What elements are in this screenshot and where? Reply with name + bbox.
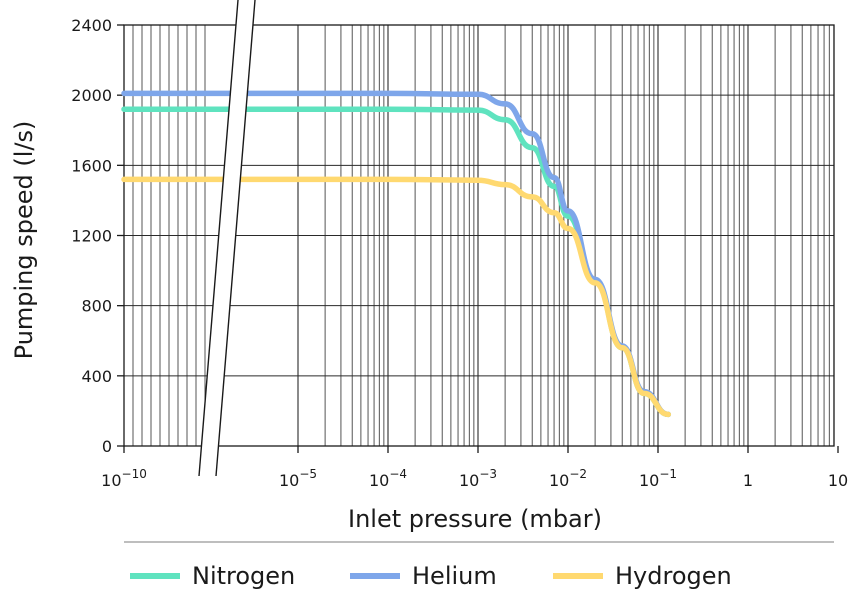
x-tick-label: 10−2: [549, 467, 587, 490]
legend-item-helium: Helium: [350, 562, 497, 590]
x-tick-exponent: −1: [659, 467, 677, 481]
x-tick-label: 10: [828, 471, 848, 490]
x-tick-exponent: −10: [122, 467, 147, 481]
y-tick-label: 400: [81, 367, 112, 386]
x-tick-label: 10−10: [101, 467, 147, 490]
legend-item-nitrogen: Nitrogen: [130, 562, 295, 590]
x-tick-exponent: −4: [389, 467, 407, 481]
x-tick-label: 10−5: [279, 467, 317, 490]
legend: Nitrogen Helium Hydrogen: [130, 562, 732, 590]
legend-label: Helium: [412, 562, 497, 590]
y-tick-labels: 0 400 800 1200 1600 2000 2400: [71, 16, 112, 456]
legend-label: Nitrogen: [192, 562, 295, 590]
y-tick-label: 1200: [71, 227, 112, 246]
x-tick-labels: 10−10 10−5 10−4 10−3 10−2 10−1 1 10: [101, 467, 848, 490]
series-line-helium: [121, 90, 672, 418]
x-tick-exponent: −3: [479, 467, 497, 481]
series-line-hydrogen: [121, 176, 672, 418]
x-tick-base: 10: [549, 471, 569, 490]
axis-break: [198, 0, 256, 477]
x-tick-base: 10: [369, 471, 389, 490]
y-tick-label: 0: [102, 437, 112, 456]
x-tick-base: 10: [639, 471, 659, 490]
y-tick-label: 1600: [71, 156, 112, 175]
plot-frame: [117, 24, 839, 453]
y-tick-label: 800: [81, 297, 112, 316]
x-tick-base: 10: [828, 471, 848, 490]
x-axis-title: Inlet pressure (mbar): [348, 505, 602, 533]
x-tick-base: 10: [101, 471, 121, 490]
x-tick-base: 1: [743, 471, 753, 490]
y-tick-label: 2400: [71, 16, 112, 35]
x-tick-label: 10−3: [459, 467, 497, 490]
x-tick-label: 10−1: [639, 467, 677, 490]
legend-label: Hydrogen: [615, 562, 732, 590]
x-tick-base: 10: [459, 471, 479, 490]
x-tick-label: 10−4: [369, 467, 407, 490]
series-lines: [121, 90, 672, 418]
axis-break-line: [198, 0, 239, 477]
x-tick-base: 10: [279, 471, 299, 490]
axis-break-gap: [199, 0, 255, 476]
y-tick-label: 2000: [71, 86, 112, 105]
y-axis-title: Pumping speed (l/s): [10, 121, 38, 360]
axis-break-line: [215, 0, 256, 477]
x-tick-label: 1: [743, 471, 753, 490]
legend-item-hydrogen: Hydrogen: [553, 562, 732, 590]
x-tick-exponent: −5: [299, 467, 317, 481]
x-tick-exponent: −2: [569, 467, 587, 481]
